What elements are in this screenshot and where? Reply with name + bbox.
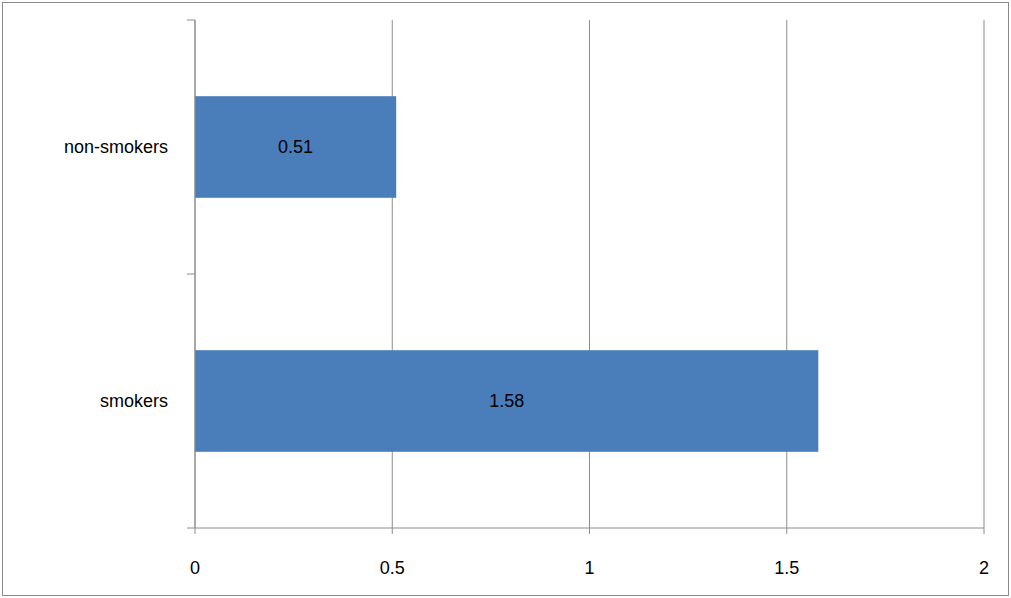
tick-mark: [392, 528, 393, 534]
tick-mark: [195, 528, 196, 534]
category-tick: [187, 528, 195, 529]
category-label: smokers: [100, 391, 168, 411]
category-tick: [187, 20, 195, 21]
labels: 0.51 non-smokers 1.58 smokers: [64, 137, 524, 411]
bars: [195, 96, 818, 452]
category-tick: [187, 274, 195, 275]
data-label: 1.58: [489, 391, 524, 411]
x-axis-line: [195, 528, 984, 529]
tick-label: 1: [584, 558, 594, 578]
y-axis-line: [195, 20, 196, 528]
tick-label: 2: [979, 558, 989, 578]
tick-mark: [589, 528, 590, 534]
tick-mark: [786, 528, 787, 534]
tick-mark: [984, 528, 985, 534]
tick-label: 0: [190, 558, 200, 578]
bar: [195, 350, 818, 452]
chart: 00.511.520.51non-smokers1.58smokers: [0, 0, 1011, 598]
grid-line: [195, 20, 196, 528]
bar: [195, 96, 396, 198]
category-label: non-smokers: [64, 137, 168, 157]
chart-frame: [3, 3, 1009, 596]
tick-label: 1.5: [774, 558, 799, 578]
grid-line: [984, 20, 985, 528]
data-label: 0.51: [278, 137, 313, 157]
tick-label: 0.5: [380, 558, 405, 578]
